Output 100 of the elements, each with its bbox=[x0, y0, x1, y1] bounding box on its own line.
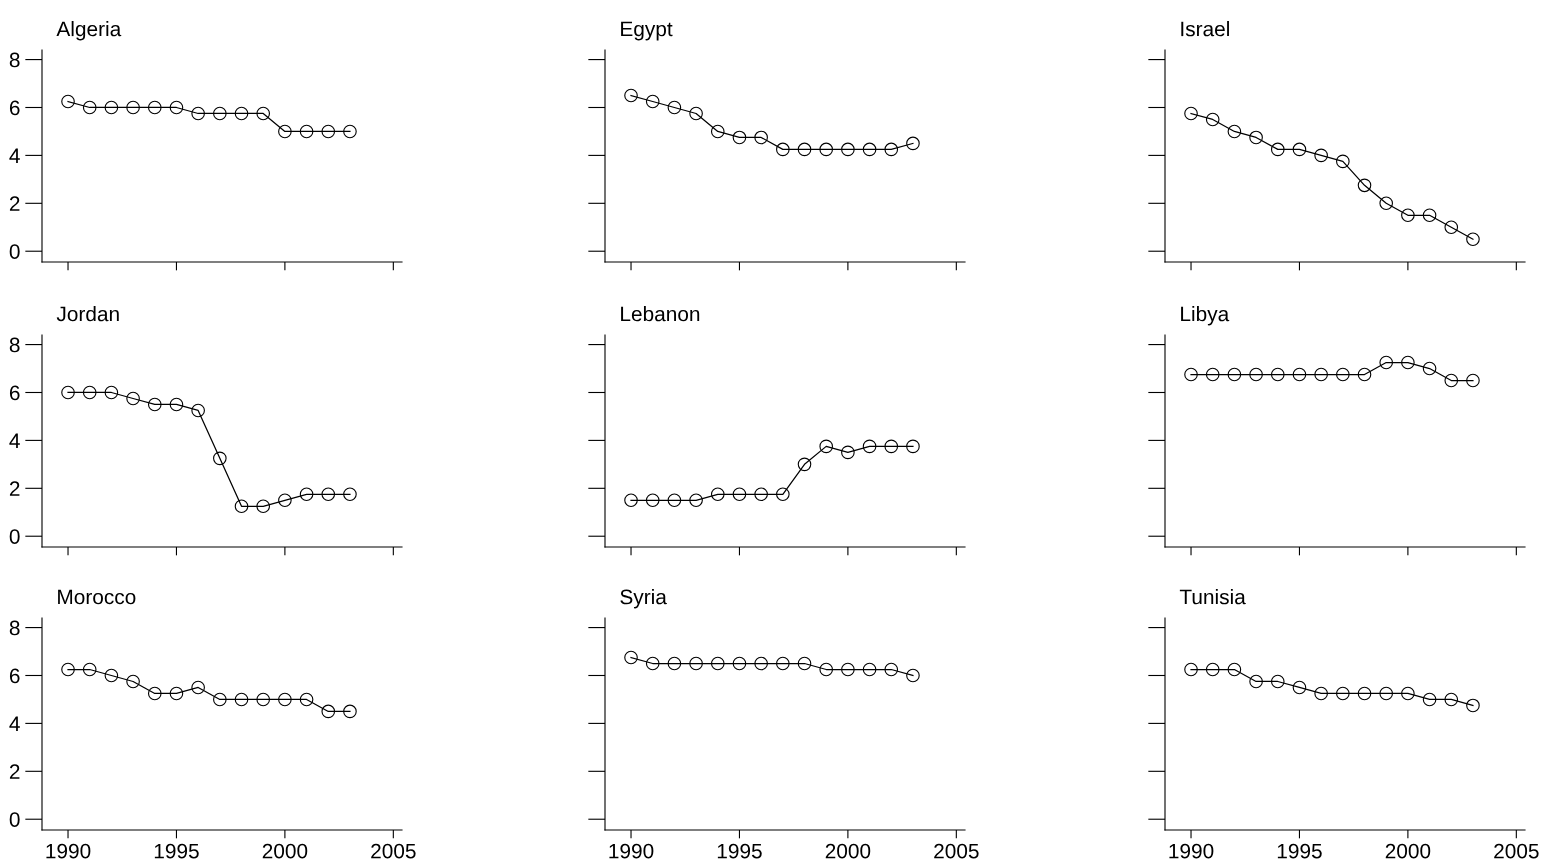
point bbox=[1270, 367, 1285, 382]
y-tick-label: 2 bbox=[9, 196, 20, 211]
point bbox=[754, 487, 768, 502]
y-tick-label: 6 bbox=[9, 100, 20, 116]
point bbox=[169, 397, 184, 412]
point bbox=[1336, 686, 1350, 701]
point bbox=[1466, 698, 1480, 713]
point bbox=[884, 142, 899, 157]
point bbox=[191, 680, 205, 695]
point bbox=[278, 124, 292, 139]
point bbox=[169, 686, 184, 701]
y-tick-label: 6 bbox=[9, 668, 20, 684]
point bbox=[1357, 367, 1372, 382]
point bbox=[1249, 130, 1263, 145]
point bbox=[754, 130, 768, 145]
point bbox=[667, 493, 682, 508]
point bbox=[819, 142, 834, 157]
point bbox=[1314, 367, 1328, 382]
point bbox=[1379, 355, 1394, 370]
point bbox=[689, 656, 703, 671]
chart-title: Tunisia bbox=[1179, 589, 1246, 605]
point bbox=[819, 662, 834, 677]
point bbox=[645, 493, 660, 508]
point bbox=[862, 439, 877, 454]
point bbox=[61, 385, 75, 400]
point bbox=[213, 692, 227, 707]
point bbox=[299, 124, 314, 139]
point bbox=[797, 656, 812, 671]
point bbox=[1314, 148, 1328, 163]
x-tick-label: 2000 bbox=[1385, 843, 1431, 859]
point bbox=[1444, 220, 1459, 235]
y-tick-label: 8 bbox=[9, 620, 20, 636]
point bbox=[862, 142, 877, 157]
point bbox=[645, 656, 660, 671]
point bbox=[906, 136, 920, 151]
point bbox=[234, 106, 249, 121]
point bbox=[1314, 686, 1328, 701]
point bbox=[1336, 154, 1350, 169]
point bbox=[1270, 674, 1285, 689]
point bbox=[126, 100, 140, 115]
point bbox=[667, 100, 682, 115]
point bbox=[1292, 142, 1307, 157]
point bbox=[667, 656, 682, 671]
x-tick-label: 2005 bbox=[371, 843, 416, 859]
x-tick-label: 1995 bbox=[1277, 843, 1322, 859]
point bbox=[82, 385, 97, 400]
point bbox=[299, 487, 314, 502]
point bbox=[1249, 367, 1263, 382]
point bbox=[213, 106, 227, 121]
y-tick-label: 4 bbox=[9, 148, 20, 163]
point bbox=[1205, 112, 1220, 127]
point bbox=[278, 692, 292, 707]
point bbox=[1422, 692, 1437, 707]
y-tick-label: 4 bbox=[9, 433, 20, 448]
x-tick-label: 1995 bbox=[154, 843, 199, 859]
point bbox=[1379, 196, 1394, 211]
point bbox=[321, 487, 336, 502]
x-tick-label: 1995 bbox=[717, 843, 762, 859]
point bbox=[1466, 232, 1480, 247]
point bbox=[776, 142, 790, 157]
x-tick-label: 1990 bbox=[1169, 843, 1214, 859]
point bbox=[234, 499, 249, 514]
point bbox=[213, 451, 227, 466]
chart-title: Israel bbox=[1181, 21, 1229, 37]
point bbox=[1292, 680, 1307, 695]
point bbox=[1205, 367, 1220, 382]
y-tick-label: 0 bbox=[9, 244, 20, 259]
point bbox=[1227, 662, 1242, 677]
point bbox=[126, 391, 140, 406]
point bbox=[624, 650, 638, 665]
chart-title: Algeria bbox=[56, 21, 122, 41]
chart-title: Libya bbox=[1181, 306, 1230, 326]
point bbox=[689, 106, 703, 121]
point bbox=[906, 668, 920, 683]
point bbox=[884, 662, 899, 677]
point bbox=[104, 668, 119, 683]
point bbox=[126, 674, 140, 689]
point bbox=[1184, 106, 1198, 121]
point bbox=[797, 457, 812, 472]
point bbox=[104, 100, 119, 115]
point bbox=[819, 439, 834, 454]
point bbox=[278, 493, 292, 508]
y-tick-label: 8 bbox=[9, 52, 20, 68]
point bbox=[147, 686, 162, 701]
point bbox=[61, 94, 75, 109]
y-tick-label: 0 bbox=[9, 812, 20, 827]
point bbox=[1184, 367, 1198, 382]
point bbox=[1270, 142, 1285, 157]
point bbox=[1357, 178, 1372, 193]
point bbox=[234, 692, 249, 707]
point bbox=[1422, 361, 1437, 376]
chart-title: Syria bbox=[620, 589, 667, 609]
point bbox=[624, 88, 638, 103]
point bbox=[1357, 686, 1372, 701]
point bbox=[1184, 662, 1198, 677]
chart-title: Morocco bbox=[58, 589, 136, 605]
point bbox=[1401, 208, 1415, 223]
chart-title: Jordan bbox=[56, 306, 119, 322]
point bbox=[1444, 373, 1459, 388]
point bbox=[1466, 373, 1480, 388]
